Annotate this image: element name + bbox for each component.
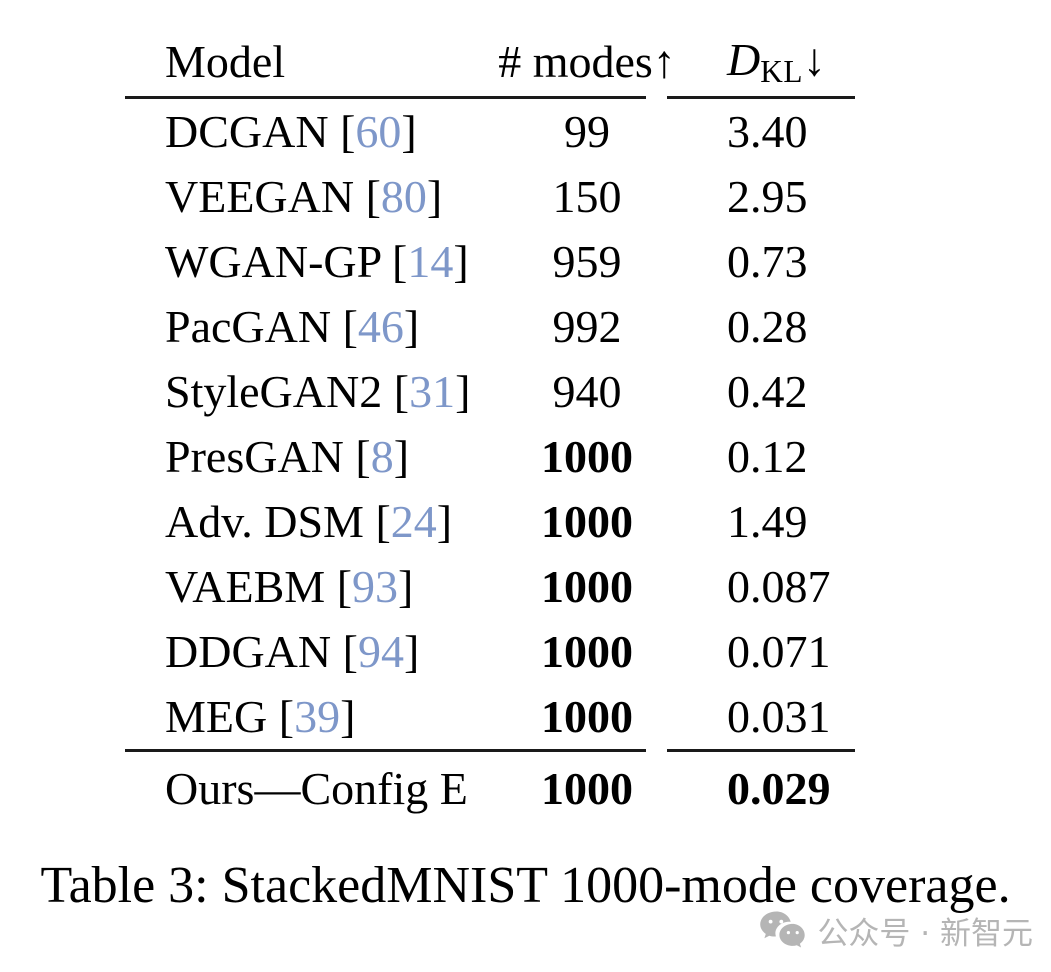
rule-segment xyxy=(667,749,855,752)
modes-value: 940 xyxy=(552,365,622,417)
citation-number[interactable]: 94 xyxy=(357,625,404,677)
model-cell: DDGAN [94] xyxy=(125,625,475,677)
model-name: DCGAN xyxy=(165,105,329,157)
results-table: Model # modes↑ DKL↓ DCGAN [60] 99 3.40 V… xyxy=(125,28,855,820)
rule-segment xyxy=(667,96,855,99)
model-name: PacGAN xyxy=(165,300,332,352)
citation-number[interactable]: 60 xyxy=(355,105,402,157)
watermark-text: 公众号 · 新智元 xyxy=(817,916,1033,952)
model-cell: StyleGAN2 [31] xyxy=(125,365,475,417)
model-name: VEEGAN xyxy=(165,170,355,222)
modes-value: 992 xyxy=(552,300,622,352)
modes-value: 1000 xyxy=(541,430,633,482)
dkl-value: 0.42 xyxy=(727,365,808,417)
rule-segment xyxy=(125,749,646,752)
model-cell: MEG [39] xyxy=(125,690,475,742)
modes-value: 1000 xyxy=(541,690,633,742)
dkl-value: 0.031 xyxy=(727,690,831,742)
table-caption: Table 3: StackedMNIST 1000-mode coverage… xyxy=(40,857,1011,914)
midrule xyxy=(125,749,855,752)
model-cell: Ours—Config E xyxy=(125,766,475,812)
modes-value: 1000 xyxy=(541,495,633,547)
dkl-value: 0.029 xyxy=(727,763,831,814)
table-row: StyleGAN2 [31] 940 0.42 xyxy=(125,359,855,424)
dkl-value: 0.28 xyxy=(727,300,808,352)
dkl-value: 0.12 xyxy=(727,430,808,482)
table-body-final: Ours—Config E 1000 0.029 xyxy=(125,752,855,820)
citation-number[interactable]: 8 xyxy=(370,430,394,482)
model-citation: [8] xyxy=(343,430,410,482)
dkl-value: 1.49 xyxy=(727,495,808,547)
model-cell: VEEGAN [80] xyxy=(125,170,475,222)
model-name: MEG xyxy=(165,690,268,742)
dkl-value: 2.95 xyxy=(727,170,808,222)
model-cell: PacGAN [46] xyxy=(125,300,475,352)
citation-number[interactable]: 31 xyxy=(409,365,456,417)
modes-value: 959 xyxy=(552,235,622,287)
modes-value: 1000 xyxy=(541,763,633,814)
table-row: DDGAN [94] 1000 0.071 xyxy=(125,619,855,684)
model-cell: WGAN-GP [14] xyxy=(125,235,475,287)
rule-gap xyxy=(646,749,667,752)
modes-value: 99 xyxy=(564,105,610,157)
table-body-main: DCGAN [60] 99 3.40 VEEGAN [80] 150 2.95 … xyxy=(125,99,855,749)
dkl-value: 0.73 xyxy=(727,235,808,287)
model-citation: [46] xyxy=(331,300,420,352)
model-cell: Adv. DSM [24] xyxy=(125,495,475,547)
column-header-modes: # modes↑ xyxy=(498,36,676,87)
table-row: WGAN-GP [14] 959 0.73 xyxy=(125,229,855,294)
model-name: VAEBM xyxy=(165,560,326,612)
dkl-subscript: KL xyxy=(760,53,803,89)
rule-gap xyxy=(646,96,667,99)
modes-value: 1000 xyxy=(541,560,633,612)
table-row: MEG [39] 1000 0.031 xyxy=(125,684,855,749)
model-citation: [24] xyxy=(363,495,453,547)
dkl-value: 3.40 xyxy=(727,105,808,157)
model-name: WGAN-GP xyxy=(165,235,381,287)
model-name: Adv. DSM xyxy=(165,495,364,547)
dkl-symbol: D xyxy=(727,33,761,85)
header-rule xyxy=(125,96,855,99)
model-citation: [80] xyxy=(354,170,443,222)
model-citation: [93] xyxy=(325,560,414,612)
model-cell: PresGAN [8] xyxy=(125,430,475,482)
citation-number[interactable]: 46 xyxy=(357,300,404,352)
table-row: PresGAN [8] 1000 0.12 xyxy=(125,424,855,489)
model-citation: [14] xyxy=(380,235,469,287)
table-row: Ours—Config E 1000 0.029 xyxy=(125,752,855,820)
model-name: DDGAN xyxy=(165,625,332,677)
wechat-icon xyxy=(760,911,806,947)
citation-number[interactable]: 14 xyxy=(407,235,454,287)
table-header-row: Model # modes↑ DKL↓ xyxy=(125,28,855,96)
column-header-model: Model xyxy=(165,36,286,87)
dkl-value: 0.071 xyxy=(727,625,831,677)
model-cell: DCGAN [60] xyxy=(125,105,475,157)
down-arrow-icon: ↓ xyxy=(802,33,826,85)
citation-number[interactable]: 80 xyxy=(380,170,427,222)
dkl-value: 0.087 xyxy=(727,560,831,612)
model-citation: [60] xyxy=(328,105,417,157)
table-row: DCGAN [60] 99 3.40 xyxy=(125,99,855,164)
table-row: VAEBM [93] 1000 0.087 xyxy=(125,554,855,619)
modes-value: 150 xyxy=(552,170,622,222)
citation-number[interactable]: 39 xyxy=(294,690,341,742)
table-row: PacGAN [46] 992 0.28 xyxy=(125,294,855,359)
model-citation: [94] xyxy=(331,625,420,677)
column-header-dkl: DKL↓ xyxy=(699,33,855,89)
model-citation: [39] xyxy=(267,690,356,742)
table-row: VEEGAN [80] 150 2.95 xyxy=(125,164,855,229)
model-cell: VAEBM [93] xyxy=(125,560,475,612)
model-citation: [31] xyxy=(382,365,471,417)
model-name: Ours—Config E xyxy=(165,763,468,814)
model-name: PresGAN xyxy=(165,430,344,482)
table-row: Adv. DSM [24] 1000 1.49 xyxy=(125,489,855,554)
citation-number[interactable]: 93 xyxy=(352,560,399,612)
watermark: 公众号 · 新智元 xyxy=(759,908,1033,953)
model-name: StyleGAN2 xyxy=(165,365,383,417)
modes-value: 1000 xyxy=(541,625,633,677)
citation-number[interactable]: 24 xyxy=(390,495,437,547)
rule-segment xyxy=(125,96,646,99)
